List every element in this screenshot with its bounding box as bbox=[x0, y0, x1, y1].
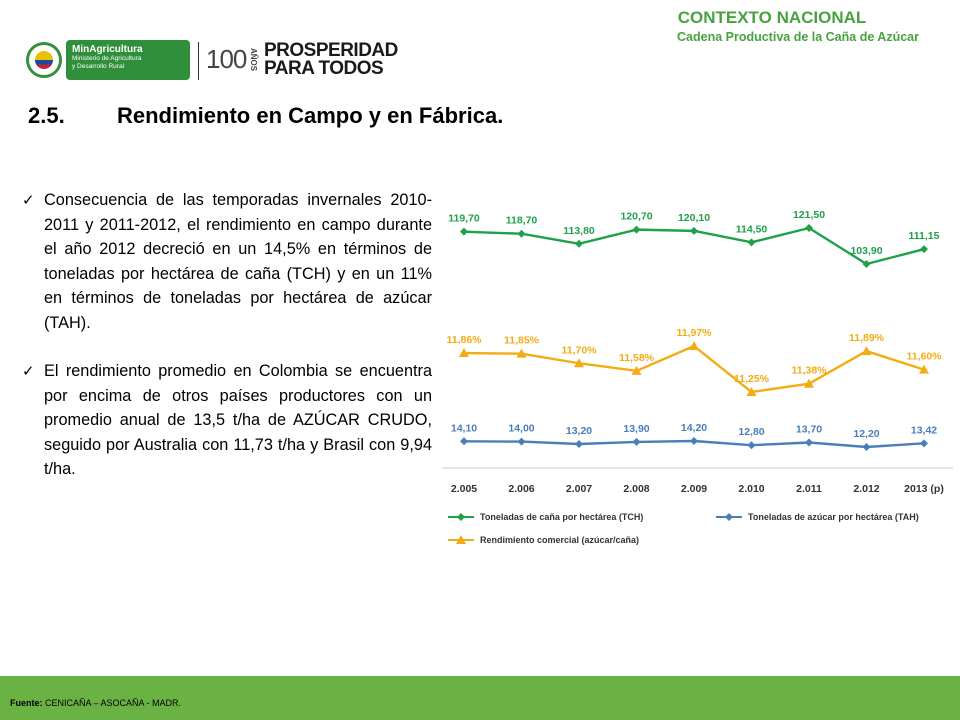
data-point bbox=[631, 365, 642, 375]
data-label: 120,10 bbox=[678, 212, 710, 224]
data-point bbox=[690, 437, 698, 445]
data-label: 118,70 bbox=[506, 215, 538, 227]
data-point bbox=[804, 378, 814, 388]
hundred-years-logo: 100 bbox=[206, 44, 247, 74]
x-tick-label: 2.012 bbox=[853, 483, 879, 495]
data-point bbox=[460, 227, 468, 236]
data-point bbox=[459, 348, 469, 358]
data-point bbox=[516, 348, 527, 358]
x-tick-label: 2.008 bbox=[623, 483, 649, 495]
data-point bbox=[746, 387, 757, 396]
data-point bbox=[805, 224, 813, 232]
data-label: 11,86% bbox=[446, 334, 482, 346]
legend-marker bbox=[457, 513, 465, 521]
data-label: 11,85% bbox=[504, 335, 540, 347]
data-point bbox=[747, 441, 756, 450]
years-label: AÑOS bbox=[249, 48, 258, 72]
bullet-item: ✓ El rendimiento promedio en Colombia se… bbox=[22, 359, 432, 482]
bullet-list: ✓ Consecuencia de las temporadas inverna… bbox=[22, 188, 432, 506]
data-label: 121,50 bbox=[793, 209, 825, 221]
legend-label: Toneladas de azúcar por hectárea (TAH) bbox=[748, 512, 919, 522]
data-label: 14,20 bbox=[681, 422, 707, 434]
x-tick-label: 2.007 bbox=[566, 483, 592, 495]
data-point bbox=[632, 225, 641, 234]
x-tick-label: 2.011 bbox=[796, 483, 822, 495]
data-point bbox=[861, 346, 872, 356]
data-label: 11,58% bbox=[619, 352, 655, 364]
data-point bbox=[690, 226, 698, 235]
data-label: 14,10 bbox=[451, 422, 477, 434]
data-point bbox=[805, 438, 813, 447]
legend-marker bbox=[456, 535, 466, 544]
data-label: 103,90 bbox=[850, 245, 882, 257]
data-label: 13,70 bbox=[796, 424, 822, 436]
data-label: 12,20 bbox=[853, 428, 879, 440]
checkmark-icon: ✓ bbox=[22, 362, 35, 380]
data-point bbox=[575, 440, 583, 448]
data-label: 11,70% bbox=[561, 344, 597, 356]
legend-label: Rendimiento comercial (azúcar/caña) bbox=[480, 535, 639, 545]
footer-bar: Fuente: CENICAÑA – ASOCAÑA - MADR. bbox=[0, 676, 960, 720]
data-label: 11,97% bbox=[676, 327, 712, 339]
x-tick-label: 2.009 bbox=[681, 483, 707, 495]
data-label: 11,25% bbox=[734, 373, 770, 385]
data-point bbox=[920, 439, 928, 448]
data-label: 11,89% bbox=[849, 332, 885, 344]
minagricultura-logo: MinAgricultura Ministerio de Agricultura… bbox=[66, 40, 190, 80]
section-number: 2.5. bbox=[28, 103, 65, 128]
x-tick-label: 2.010 bbox=[738, 483, 764, 495]
data-point bbox=[517, 229, 526, 238]
data-label: 120,70 bbox=[620, 211, 652, 223]
section-title: Rendimiento en Campo y en Fábrica. bbox=[117, 103, 504, 128]
data-label: 11,60% bbox=[906, 351, 942, 363]
data-label: 111,15 bbox=[909, 230, 940, 242]
x-tick-label: 2.006 bbox=[508, 483, 534, 495]
data-point bbox=[920, 245, 928, 254]
data-point bbox=[574, 358, 584, 368]
source-note: Fuente: CENICAÑA – ASOCAÑA - MADR. bbox=[10, 698, 182, 708]
bullet-item: ✓ Consecuencia de las temporadas inverna… bbox=[22, 188, 432, 335]
data-point bbox=[517, 437, 526, 446]
data-point bbox=[689, 341, 699, 350]
data-point bbox=[460, 437, 468, 446]
data-label: 114,50 bbox=[736, 223, 768, 235]
yield-line-chart: 119,70 118,70 113,80 120,70 120,10 114,50 121,… bbox=[440, 186, 955, 556]
context-title: CONTEXTO NACIONAL bbox=[677, 8, 867, 27]
data-point bbox=[575, 239, 583, 248]
data-label: 14,00 bbox=[508, 423, 534, 435]
logo-divider bbox=[198, 42, 199, 80]
checkmark-icon: ✓ bbox=[22, 191, 35, 209]
data-point bbox=[862, 443, 871, 451]
x-tick-label: 2013 (p) bbox=[904, 483, 944, 495]
data-point bbox=[747, 238, 756, 247]
context-subtitle: Cadena Productiva de la Caña de Azúcar bbox=[677, 30, 919, 44]
prosperidad-logo: PROSPERIDAD PARA TODOS bbox=[264, 40, 398, 79]
x-tick-label: 2.005 bbox=[451, 483, 477, 495]
data-label: 13,42 bbox=[911, 424, 937, 436]
legend-label: Toneladas de caña por hectárea (TCH) bbox=[480, 512, 643, 522]
data-label: 119,70 bbox=[448, 213, 480, 225]
data-point bbox=[862, 260, 871, 268]
series-line-1 bbox=[463, 344, 925, 394]
data-label: 13,90 bbox=[623, 423, 649, 435]
legend-marker bbox=[725, 513, 733, 521]
data-label: 13,20 bbox=[566, 425, 592, 437]
data-label: 11,38% bbox=[791, 365, 827, 377]
header-logos: MinAgricultura Ministerio de Agricultura… bbox=[22, 38, 398, 86]
data-label: 12,80 bbox=[738, 426, 764, 438]
data-point bbox=[632, 437, 641, 446]
data-point bbox=[919, 364, 929, 374]
coat-of-arms-icon bbox=[26, 42, 62, 78]
data-label: 113,80 bbox=[563, 225, 595, 237]
